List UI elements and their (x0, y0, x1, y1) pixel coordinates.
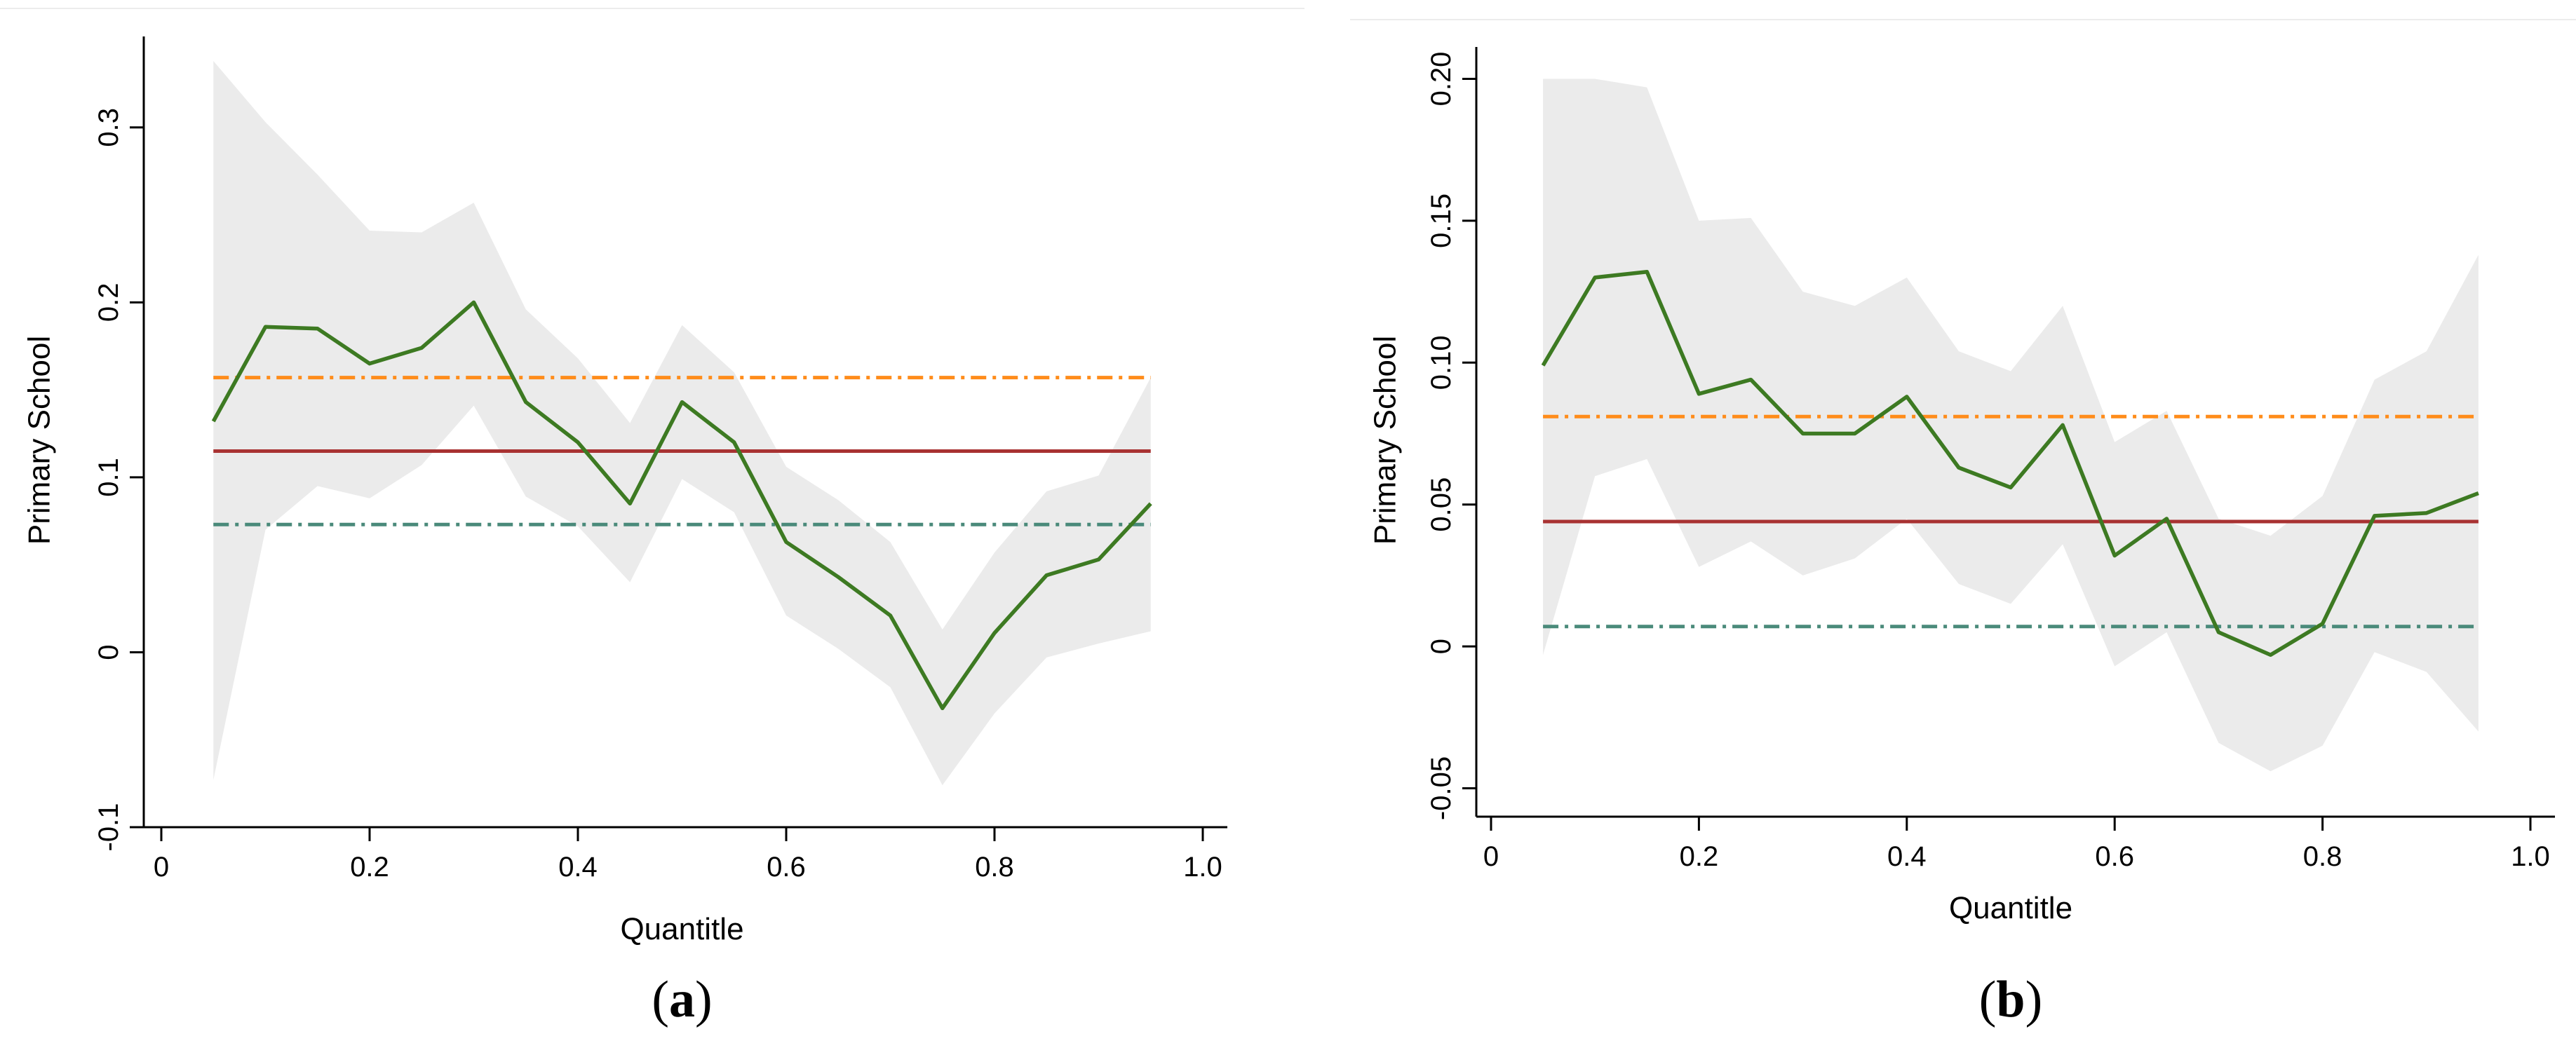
panel-b-label-letter: b (1996, 971, 2025, 1028)
panel-a-x-axis-title: Quantitle (620, 912, 743, 946)
panel-b: 0 0.2 0.4 0.6 0.8 1.0 -0.05 0 0.05 0.10 0.15 0.20 Qu… (1368, 47, 2555, 1028)
panel-a-y-tick-label: 0 (93, 644, 124, 660)
panel-b-x-tick-label: 0 (1483, 841, 1499, 872)
panel-b-x-tick-label: 0.4 (1887, 841, 1927, 872)
panel-a-label: (a) (652, 971, 712, 1028)
panel-b-x-tick-label: 0.6 (2095, 841, 2134, 872)
panel-b-quantile-estimate-line (1541, 270, 2479, 658)
panel-b-x-tick-label: 0.8 (2303, 841, 2342, 872)
panel-a-x-tick-label: 0 (154, 852, 169, 883)
panel-a-x-tick-label: 0.2 (350, 852, 389, 883)
panel-b-y-tick-label: 0.20 (1426, 52, 1457, 107)
panel-b-y-tick-label: 0.10 (1426, 335, 1457, 390)
panel-a-x-tick-label: 1.0 (1183, 852, 1222, 883)
panel-b-label-open: ( (1979, 971, 1997, 1028)
panel-a-label-letter: a (669, 971, 695, 1028)
panel-a-label-close: ) (695, 971, 713, 1028)
panel-b-y-axis-title: Primary School (1368, 336, 1403, 545)
panel-b-confidence-band (1543, 79, 2479, 772)
panel-b-label: (b) (1979, 971, 2042, 1028)
panel-b-y-tick-label: 0 (1426, 639, 1457, 654)
panel-a-confidence-band (213, 60, 1151, 786)
panel-a-y-tick-label: 0.2 (93, 283, 124, 322)
panel-b-y-tick-label: -0.05 (1426, 756, 1457, 820)
panel-a-y-tick-label: 0.1 (93, 458, 124, 497)
panel-a-y-tick-label: -0.1 (93, 803, 124, 852)
panel-b-x-axis-title: Quantitle (1949, 891, 2072, 925)
panel-a-quantile-estimate-line (211, 300, 1152, 711)
panel-a-label-open: ( (652, 971, 669, 1028)
panel-b-x-tick-label: 0.2 (1680, 841, 1719, 872)
panel-a-x-tick-label: 0.4 (558, 852, 598, 883)
panel-b-x-tick-label: 1.0 (2511, 841, 2550, 872)
panel-a: 0 0.2 0.4 0.6 0.8 1.0 -0.1 0 0.1 0.2 0.3 Quantitle P… (22, 36, 1227, 1028)
panel-a-y-tick-label: 0.3 (93, 108, 124, 147)
panel-a-x-tick-label: 0.8 (975, 852, 1014, 883)
panel-b-label-close: ) (2025, 971, 2043, 1028)
panel-b-y-tick-label: 0.05 (1426, 477, 1457, 532)
panel-a-y-axis-title: Primary School (22, 336, 57, 545)
panel-a-x-tick-label: 0.6 (767, 852, 806, 883)
panel-b-y-tick-label: 0.15 (1426, 193, 1457, 248)
